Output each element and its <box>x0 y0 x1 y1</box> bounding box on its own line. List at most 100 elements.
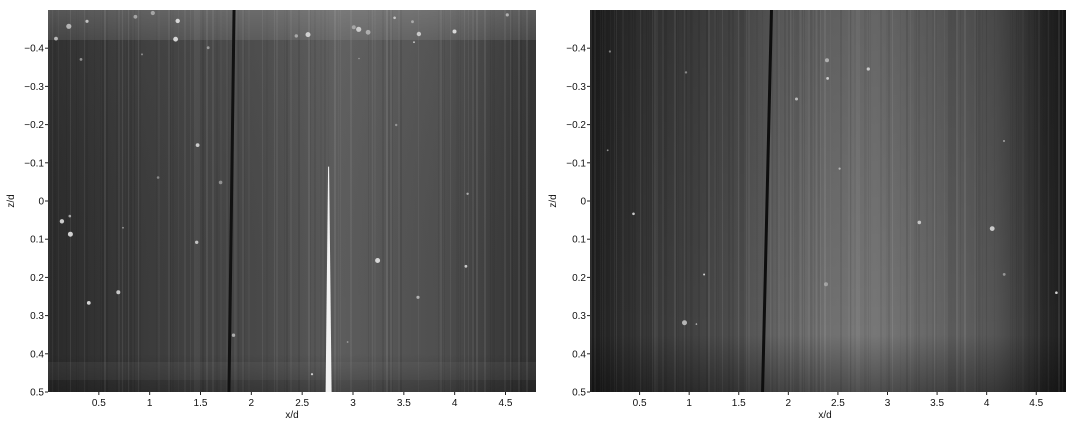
speck <box>141 53 143 56</box>
speck <box>351 25 356 30</box>
x-tick-label: 2.5 <box>831 398 845 409</box>
speck <box>150 10 155 16</box>
speck <box>68 214 72 218</box>
speck <box>703 273 706 276</box>
speck <box>175 18 180 24</box>
speck <box>133 14 138 19</box>
y-tick-label: 0.5 <box>572 388 586 399</box>
y-tick-label: −0.3 <box>24 82 44 93</box>
speck <box>682 320 687 326</box>
speck <box>195 143 200 148</box>
right-bright-specks <box>606 50 1058 326</box>
speck <box>838 167 841 170</box>
y-tick-label: 0.3 <box>572 311 586 322</box>
speck <box>218 180 223 185</box>
speck <box>825 58 829 63</box>
left-bright-specks <box>54 10 509 376</box>
speck <box>826 77 829 80</box>
speck <box>393 16 396 20</box>
speck <box>1003 140 1005 142</box>
y-tick-label: −0.4 <box>566 44 586 55</box>
speck <box>59 219 65 224</box>
left-y-ticks: −0.4 −0.3 −0.2 −0.1 0 0.1 0.2 0.3 0.4 0.5 <box>24 44 48 399</box>
speck <box>452 29 457 34</box>
speck <box>356 26 362 32</box>
x-tick-label: 3.5 <box>930 398 944 409</box>
left-x-axis-label: x/d <box>285 410 298 421</box>
speck <box>695 323 698 325</box>
x-tick-label: 2 <box>786 398 792 409</box>
x-tick-label: 0.5 <box>92 398 106 409</box>
speck <box>606 149 609 152</box>
y-tick-label: −0.1 <box>24 158 44 169</box>
right-x-axis-label: x/d <box>818 410 831 421</box>
speck <box>358 57 360 60</box>
y-tick-label: 0.4 <box>30 349 44 360</box>
speck <box>54 36 58 41</box>
y-tick-label: 0.2 <box>572 273 586 284</box>
x-tick-label: 2.5 <box>295 398 309 409</box>
y-tick-label: −0.4 <box>24 44 44 55</box>
speck <box>310 373 314 376</box>
speck <box>346 341 349 343</box>
x-tick-label: 3.5 <box>397 398 411 409</box>
speck <box>395 123 398 127</box>
x-tick-label: 1 <box>147 398 153 409</box>
x-tick-label: 1 <box>686 398 692 409</box>
x-tick-label: 1.5 <box>194 398 208 409</box>
speck <box>85 19 89 23</box>
speck <box>294 34 298 38</box>
y-tick-label: 0.5 <box>30 388 44 399</box>
x-tick-label: 4 <box>452 398 458 409</box>
right-dark-line <box>761 9 773 393</box>
y-tick-label: 0.4 <box>572 349 586 360</box>
y-tick-label: −0.3 <box>566 82 586 93</box>
speck <box>173 36 179 42</box>
x-tick-label: 2 <box>249 398 255 409</box>
left-y-axis-label: z/d <box>6 194 17 207</box>
speck <box>79 58 83 61</box>
speck <box>866 67 870 71</box>
right-plot: 0.5 1 1.5 2 2.5 3 3.5 4 4.5 −0.4 −0.3 −0.2 −0.1 0 0.1… <box>548 9 1066 421</box>
x-tick-label: 4.5 <box>1029 398 1043 409</box>
y-tick-label: 0.1 <box>572 235 586 246</box>
y-tick-label: 0 <box>38 197 44 208</box>
speck <box>416 31 422 37</box>
y-tick-label: 0.2 <box>30 273 44 284</box>
speck <box>122 226 124 229</box>
left-plot: 0.5 1 1.5 2 2.5 3 3.5 4 4.5 −0.4 −0.3 −0.2 −0.1 0 0.1… <box>6 9 536 421</box>
speck <box>66 23 72 29</box>
right-image-panel: 0.5 1 1.5 2 2.5 3 3.5 4 4.5 −0.4 −0.3 −0.2 −0.1 0 0.1… <box>536 0 1072 421</box>
left-bright-streak <box>325 166 332 392</box>
right-x-ticks: 0.5 1 1.5 2 2.5 3 3.5 4 4.5 <box>633 392 1044 409</box>
y-tick-label: 0.1 <box>30 235 44 246</box>
left-x-ticks: 0.5 1 1.5 2 2.5 3 3.5 4 4.5 <box>92 392 513 409</box>
speck <box>505 13 509 17</box>
x-tick-label: 3 <box>350 398 356 409</box>
speck <box>466 192 469 195</box>
x-tick-label: 4.5 <box>499 398 513 409</box>
right-y-ticks: −0.4 −0.3 −0.2 −0.1 0 0.1 0.2 0.3 0.4 0.5 <box>566 44 590 399</box>
speck <box>413 41 415 44</box>
left-image-panel: 0.5 1 1.5 2 2.5 3 3.5 4 4.5 −0.4 −0.3 −0.2 −0.1 0 0.1… <box>6 9 536 421</box>
speck <box>1055 291 1058 295</box>
y-tick-label: −0.2 <box>24 120 44 131</box>
speck <box>116 290 121 295</box>
y-tick-label: −0.2 <box>566 120 586 131</box>
x-tick-label: 3 <box>885 398 891 409</box>
speck <box>67 231 73 237</box>
right-y-axis-label: z/d <box>548 194 559 207</box>
speck <box>824 282 828 287</box>
speck <box>1002 273 1006 276</box>
speck <box>206 46 210 50</box>
speck <box>375 258 381 263</box>
speck <box>305 32 311 38</box>
speck <box>632 212 635 216</box>
y-tick-label: −0.1 <box>566 158 586 169</box>
speck <box>464 264 468 268</box>
speck <box>365 29 371 35</box>
y-tick-label: 0.3 <box>30 311 44 322</box>
left-dark-line <box>227 9 236 393</box>
speck <box>608 50 611 53</box>
x-tick-label: 1.5 <box>732 398 746 409</box>
